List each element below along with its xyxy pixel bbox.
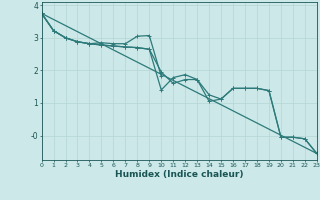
X-axis label: Humidex (Indice chaleur): Humidex (Indice chaleur): [115, 170, 244, 179]
